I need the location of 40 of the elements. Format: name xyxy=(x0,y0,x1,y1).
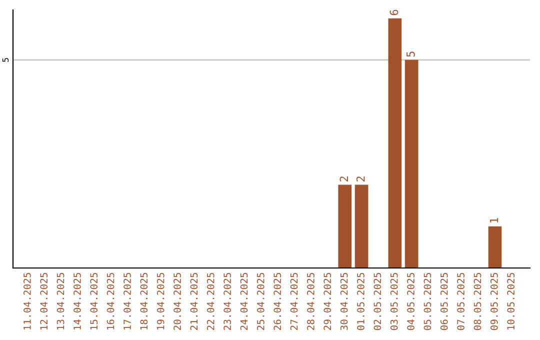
x-tick-label: 27.04.2025 xyxy=(290,272,298,330)
x-tick-label: 14.04.2025 xyxy=(74,272,81,330)
x-tick-label: 23.04.2025 xyxy=(224,272,231,330)
x-tick-label: 12.04.2025 xyxy=(40,272,48,330)
x-tick-label: 29.04.2025 xyxy=(324,272,332,330)
x-tick-label: 08.05.2025 xyxy=(474,272,482,330)
bar xyxy=(388,18,402,268)
x-tick-label: 09.05.2025 xyxy=(490,272,498,330)
x-tick-label: 15.04.2025 xyxy=(90,272,98,330)
x-tick-label: 07.05.2025 xyxy=(457,272,464,330)
bar xyxy=(488,226,502,268)
x-tick-label: 18.04.2025 xyxy=(140,272,148,330)
x-tick-label: 10.05.2025 xyxy=(507,272,514,330)
x-tick-label: 20.04.2025 xyxy=(174,272,181,330)
x-tick-label: 02.05.2025 xyxy=(374,272,382,330)
x-tick-label: 24.04.2025 xyxy=(240,272,248,330)
x-tick-label: 19.04.2025 xyxy=(156,272,164,330)
x-tick-label: 06.05.2025 xyxy=(440,272,448,330)
x-tick-label: 26.04.2025 xyxy=(274,272,282,330)
x-tick-label: 21.04.2025 xyxy=(190,272,198,330)
data-label: 2 xyxy=(340,176,348,182)
bar xyxy=(354,184,368,268)
data-label: 5 xyxy=(406,52,415,57)
x-tick-label: 11.04.2025 xyxy=(24,272,31,330)
x-tick-label: 25.04.2025 xyxy=(256,272,264,330)
x-tick-label: 04.05.2025 xyxy=(407,272,414,330)
x-tick-label: 13.04.2025 xyxy=(56,272,64,330)
x-tick-label: 16.04.2025 xyxy=(106,272,114,330)
x-tick-label: 03.05.2025 xyxy=(390,272,398,330)
x-tick-label: 01.05.2025 xyxy=(357,272,364,330)
data-label: 2 xyxy=(356,176,365,182)
data-label: 6 xyxy=(390,10,398,16)
bar xyxy=(338,184,352,268)
x-tick-label: 28.04.2025 xyxy=(307,272,314,330)
bar xyxy=(404,60,418,268)
x-tick-label: 30.04.2025 xyxy=(340,272,348,330)
x-tick-label: 17.04.2025 xyxy=(124,272,131,330)
data-label: 1 xyxy=(490,218,498,223)
x-tick-label: 22.04.2025 xyxy=(206,272,214,330)
x-tick-label: 05.05.2025 xyxy=(424,272,432,330)
